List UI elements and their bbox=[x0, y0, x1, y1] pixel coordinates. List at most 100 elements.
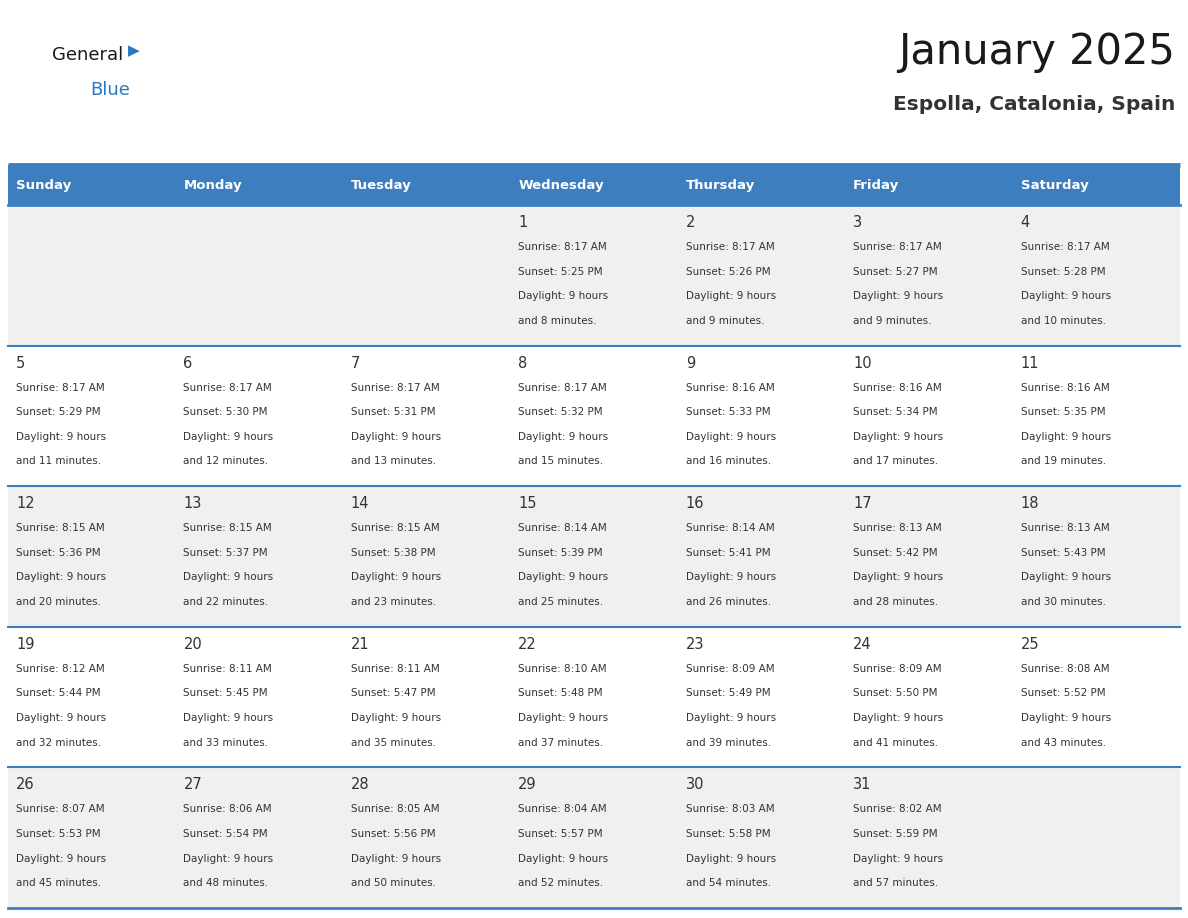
Bar bbox=[511, 767, 677, 908]
Text: Sunrise: 8:09 AM: Sunrise: 8:09 AM bbox=[685, 664, 775, 674]
Bar bbox=[176, 487, 343, 627]
Text: 22: 22 bbox=[518, 637, 537, 652]
Bar bbox=[677, 627, 845, 767]
Text: and 45 minutes.: and 45 minutes. bbox=[15, 879, 101, 889]
Text: and 9 minutes.: and 9 minutes. bbox=[853, 316, 931, 326]
Text: Sunrise: 8:17 AM: Sunrise: 8:17 AM bbox=[518, 383, 607, 393]
Text: and 57 minutes.: and 57 minutes. bbox=[853, 879, 939, 889]
Text: Sunset: 5:47 PM: Sunset: 5:47 PM bbox=[350, 688, 436, 699]
Text: Sunset: 5:57 PM: Sunset: 5:57 PM bbox=[518, 829, 604, 839]
Text: and 48 minutes.: and 48 minutes. bbox=[183, 879, 268, 889]
Text: and 25 minutes.: and 25 minutes. bbox=[518, 597, 604, 607]
Text: Sunset: 5:39 PM: Sunset: 5:39 PM bbox=[518, 548, 604, 558]
Text: Sunset: 5:52 PM: Sunset: 5:52 PM bbox=[1020, 688, 1105, 699]
Text: 10: 10 bbox=[853, 355, 872, 371]
Bar bbox=[1012, 345, 1180, 487]
Text: 18: 18 bbox=[1020, 497, 1040, 511]
Text: and 37 minutes.: and 37 minutes. bbox=[518, 738, 604, 747]
Text: Sunset: 5:28 PM: Sunset: 5:28 PM bbox=[1020, 266, 1105, 276]
Text: Daylight: 9 hours: Daylight: 9 hours bbox=[350, 573, 441, 582]
Text: Daylight: 9 hours: Daylight: 9 hours bbox=[183, 431, 273, 442]
Text: Daylight: 9 hours: Daylight: 9 hours bbox=[1020, 431, 1111, 442]
Text: Sunrise: 8:16 AM: Sunrise: 8:16 AM bbox=[853, 383, 942, 393]
Text: 24: 24 bbox=[853, 637, 872, 652]
Text: Thursday: Thursday bbox=[685, 178, 754, 192]
Bar bbox=[511, 627, 677, 767]
Bar bbox=[1012, 487, 1180, 627]
Text: 16: 16 bbox=[685, 497, 704, 511]
Bar bbox=[1012, 627, 1180, 767]
Text: Sunset: 5:44 PM: Sunset: 5:44 PM bbox=[15, 688, 101, 699]
Text: 4: 4 bbox=[1020, 215, 1030, 230]
Text: and 22 minutes.: and 22 minutes. bbox=[183, 597, 268, 607]
Bar bbox=[677, 767, 845, 908]
Text: and 23 minutes.: and 23 minutes. bbox=[350, 597, 436, 607]
Text: Sunrise: 8:15 AM: Sunrise: 8:15 AM bbox=[350, 523, 440, 533]
Text: 11: 11 bbox=[1020, 355, 1040, 371]
Text: Monday: Monday bbox=[183, 178, 242, 192]
Text: Daylight: 9 hours: Daylight: 9 hours bbox=[183, 713, 273, 723]
Text: 8: 8 bbox=[518, 355, 527, 371]
Bar bbox=[511, 165, 677, 205]
Text: and 9 minutes.: and 9 minutes. bbox=[685, 316, 764, 326]
Text: Daylight: 9 hours: Daylight: 9 hours bbox=[15, 573, 106, 582]
Text: Sunset: 5:53 PM: Sunset: 5:53 PM bbox=[15, 829, 101, 839]
Text: Daylight: 9 hours: Daylight: 9 hours bbox=[1020, 291, 1111, 301]
Text: and 30 minutes.: and 30 minutes. bbox=[1020, 597, 1106, 607]
Text: 19: 19 bbox=[15, 637, 34, 652]
Text: Daylight: 9 hours: Daylight: 9 hours bbox=[685, 291, 776, 301]
Text: and 17 minutes.: and 17 minutes. bbox=[853, 456, 939, 466]
Bar bbox=[845, 767, 1012, 908]
Text: and 41 minutes.: and 41 minutes. bbox=[853, 738, 939, 747]
Text: Daylight: 9 hours: Daylight: 9 hours bbox=[15, 854, 106, 864]
Text: 9: 9 bbox=[685, 355, 695, 371]
Text: Sunrise: 8:17 AM: Sunrise: 8:17 AM bbox=[853, 242, 942, 252]
Text: Daylight: 9 hours: Daylight: 9 hours bbox=[853, 573, 943, 582]
Bar bbox=[176, 345, 343, 487]
Text: Sunset: 5:43 PM: Sunset: 5:43 PM bbox=[1020, 548, 1105, 558]
Text: Daylight: 9 hours: Daylight: 9 hours bbox=[518, 291, 608, 301]
Text: 26: 26 bbox=[15, 778, 34, 792]
Text: January 2025: January 2025 bbox=[898, 31, 1175, 73]
Bar bbox=[845, 627, 1012, 767]
Text: Sunset: 5:30 PM: Sunset: 5:30 PM bbox=[183, 408, 268, 417]
Text: Daylight: 9 hours: Daylight: 9 hours bbox=[183, 573, 273, 582]
Text: Sunrise: 8:12 AM: Sunrise: 8:12 AM bbox=[15, 664, 105, 674]
Bar bbox=[343, 345, 511, 487]
Text: Daylight: 9 hours: Daylight: 9 hours bbox=[15, 431, 106, 442]
Text: Sunrise: 8:14 AM: Sunrise: 8:14 AM bbox=[518, 523, 607, 533]
Text: Daylight: 9 hours: Daylight: 9 hours bbox=[685, 573, 776, 582]
Text: Daylight: 9 hours: Daylight: 9 hours bbox=[518, 573, 608, 582]
Text: Sunrise: 8:11 AM: Sunrise: 8:11 AM bbox=[350, 664, 440, 674]
Text: Sunrise: 8:17 AM: Sunrise: 8:17 AM bbox=[183, 383, 272, 393]
Text: 1: 1 bbox=[518, 215, 527, 230]
Text: Sunrise: 8:10 AM: Sunrise: 8:10 AM bbox=[518, 664, 607, 674]
Text: Sunset: 5:29 PM: Sunset: 5:29 PM bbox=[15, 408, 101, 417]
Text: 20: 20 bbox=[183, 637, 202, 652]
Text: and 33 minutes.: and 33 minutes. bbox=[183, 738, 268, 747]
Bar bbox=[176, 767, 343, 908]
Text: Sunday: Sunday bbox=[15, 178, 71, 192]
Text: Sunrise: 8:13 AM: Sunrise: 8:13 AM bbox=[853, 523, 942, 533]
Text: Sunrise: 8:17 AM: Sunrise: 8:17 AM bbox=[1020, 242, 1110, 252]
Text: Blue: Blue bbox=[90, 81, 129, 99]
Text: and 13 minutes.: and 13 minutes. bbox=[350, 456, 436, 466]
Bar bbox=[511, 487, 677, 627]
Text: Sunset: 5:48 PM: Sunset: 5:48 PM bbox=[518, 688, 604, 699]
Text: Espolla, Catalonia, Spain: Espolla, Catalonia, Spain bbox=[892, 95, 1175, 115]
Text: Sunrise: 8:13 AM: Sunrise: 8:13 AM bbox=[1020, 523, 1110, 533]
Text: and 12 minutes.: and 12 minutes. bbox=[183, 456, 268, 466]
Text: Sunset: 5:56 PM: Sunset: 5:56 PM bbox=[350, 829, 436, 839]
Text: Sunrise: 8:17 AM: Sunrise: 8:17 AM bbox=[685, 242, 775, 252]
Text: and 26 minutes.: and 26 minutes. bbox=[685, 597, 771, 607]
Text: Sunrise: 8:16 AM: Sunrise: 8:16 AM bbox=[685, 383, 775, 393]
Text: Daylight: 9 hours: Daylight: 9 hours bbox=[1020, 573, 1111, 582]
Text: and 20 minutes.: and 20 minutes. bbox=[15, 597, 101, 607]
Bar bbox=[845, 487, 1012, 627]
Text: Daylight: 9 hours: Daylight: 9 hours bbox=[350, 431, 441, 442]
Text: Sunrise: 8:04 AM: Sunrise: 8:04 AM bbox=[518, 804, 607, 814]
Text: Sunset: 5:37 PM: Sunset: 5:37 PM bbox=[183, 548, 268, 558]
Text: Sunrise: 8:11 AM: Sunrise: 8:11 AM bbox=[183, 664, 272, 674]
Bar bbox=[845, 165, 1012, 205]
Bar bbox=[1012, 165, 1180, 205]
